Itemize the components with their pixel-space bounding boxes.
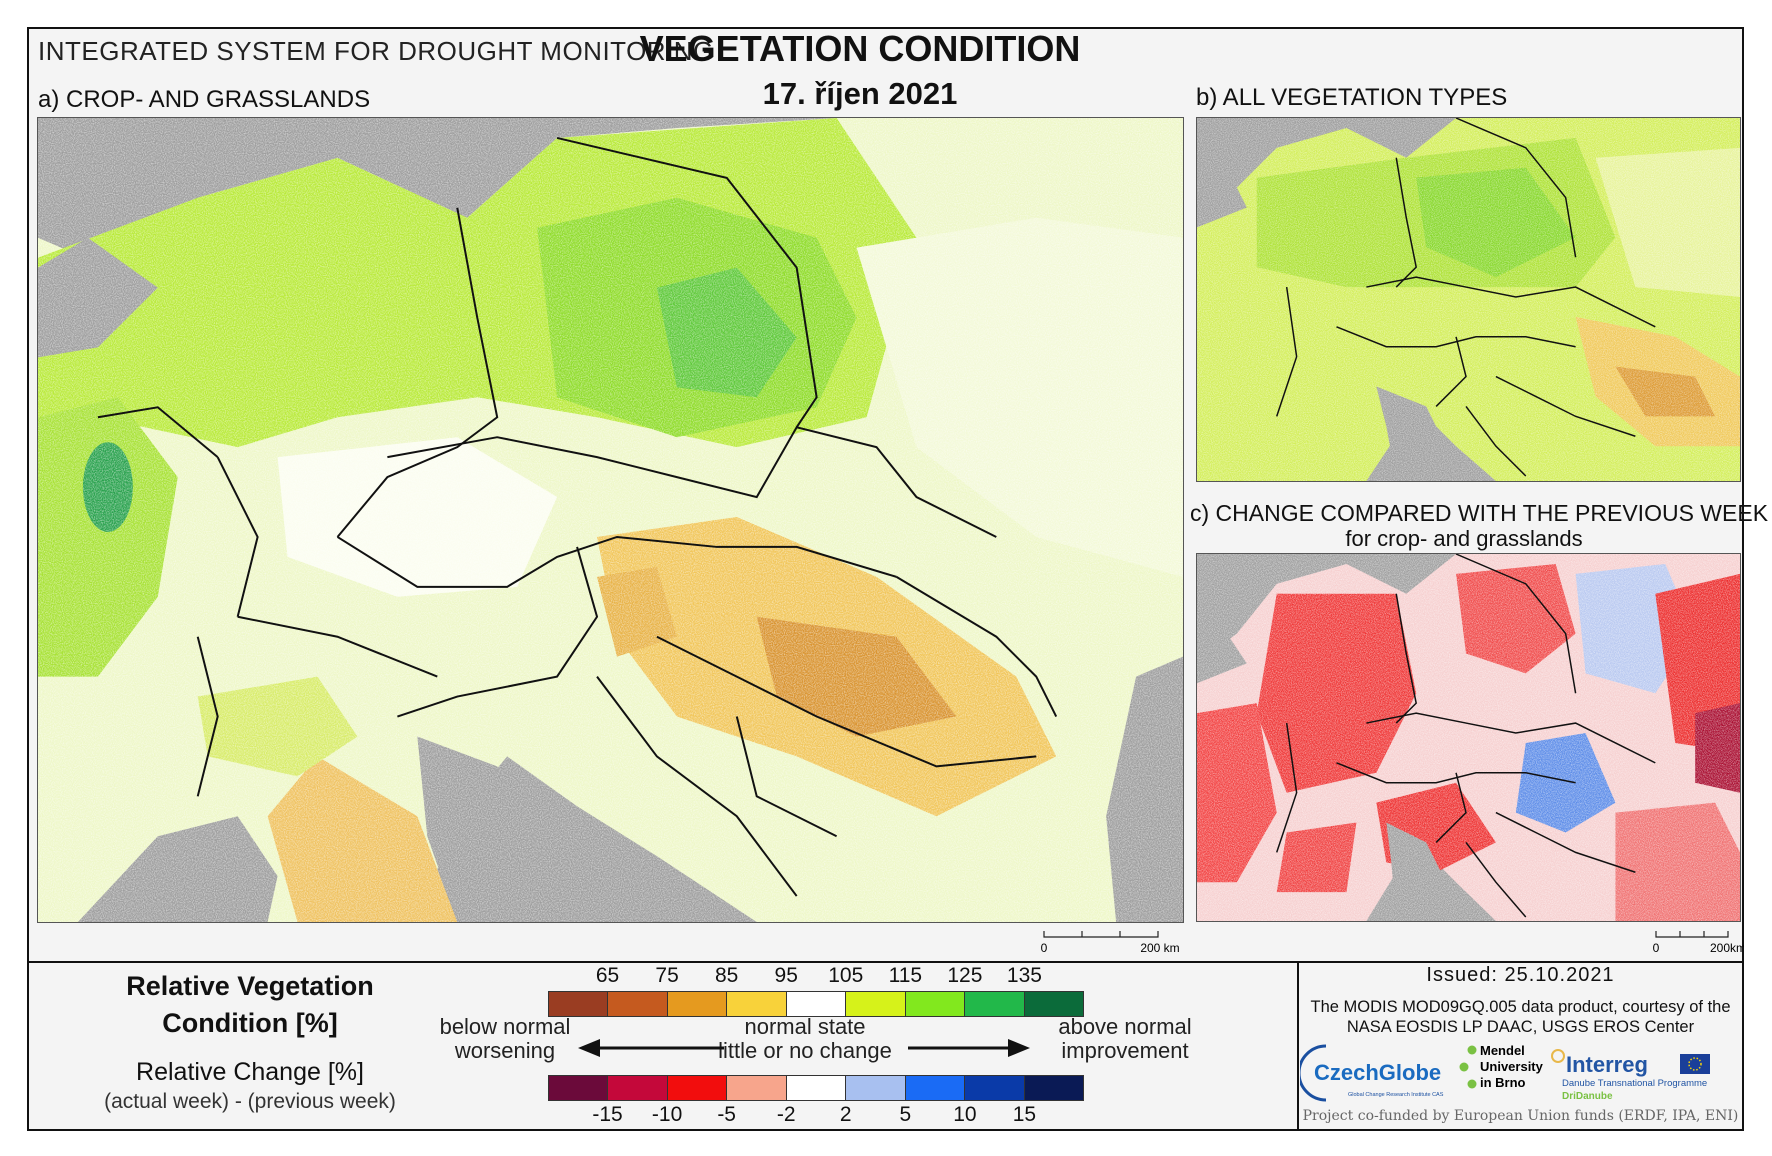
colorbar-swatch [1024,992,1083,1016]
colorbar-swatch [786,1076,847,1100]
colorbar-tick-label: 85 [714,964,739,987]
interreg-logo: Interreg Danube Transnational Programme … [1551,1049,1710,1102]
czechglobe-subtext: Global Change Research Institute CAS [1348,1092,1444,1098]
colorbar-swatch [727,1076,787,1100]
dridanube-text: DriDanube [1562,1091,1613,1102]
colorbar-tick-label: 135 [1006,964,1042,987]
panel-c-sublabel: for crop- and grasslands [1345,526,1583,551]
colorbar-swatch [667,992,728,1016]
left-arrow-icon [578,1039,724,1057]
colorbar-tick-label: 75 [655,964,679,987]
change-colorbar [548,1075,1084,1101]
system-title: INTEGRATED SYSTEM FOR DROUGHT MONITORING [38,36,714,66]
map-crop-grasslands [37,117,1184,923]
colorbar-swatch [846,1076,906,1100]
colorbar-swatch [905,992,966,1016]
mendel-logo: Mendel University in Brno [1459,1043,1544,1090]
mendel-line-3: in Brno [1480,1075,1526,1090]
legend-change-title: Relative Change [%] [136,1058,364,1086]
legend-title: Relative Vegetation Condition [%] [126,971,374,1038]
colorbar-swatch [608,992,668,1016]
map-weekly-change [1196,553,1741,922]
partner-logos: CzechGlobe Global Change Research Instit… [1297,1040,1742,1106]
right-arrow-icon [908,1039,1030,1057]
info-divider [1297,961,1299,1129]
interreg-text: Interreg [1566,1052,1648,1077]
mendel-line-2: University [1480,1059,1544,1074]
colorbar-tick-label: -2 [776,1103,796,1126]
colorbar-tick-label: 105 [828,964,864,987]
scale-b-end: 200km [1710,941,1744,955]
colorbar-tick-label: 2 [839,1103,852,1126]
czechglobe-text: CzechGlobe [1314,1060,1441,1085]
data-courtesy: The MODIS MOD09GQ.005 data product, cour… [1310,998,1731,1036]
colorbar-tick-label: 5 [899,1103,912,1126]
colorbar-swatch [1024,1076,1083,1100]
colorbar-tick-label: 65 [595,964,620,987]
legend-normal-state: normal state [744,1014,866,1039]
legend-worsening: worsening [454,1038,556,1063]
main-title: VEGETATION CONDITION [639,28,1081,69]
colorbar-tick-label: 10 [953,1103,977,1126]
legend-below-normal: below normal [439,1014,571,1039]
scale-a-zero: 0 [1041,941,1048,955]
interreg-subtext: Danube Transnational Programme [1562,1078,1707,1089]
legend-arrows [578,1039,1030,1057]
legend-change-subtitle: (actual week) - (previous week) [104,1090,396,1113]
issued-date: Issued: 25.10.2021 [1426,964,1615,986]
mendel-line-1: Mendel [1480,1043,1525,1058]
scale-b-zero: 0 [1653,941,1660,955]
funding-note: Project co-funded by European Union fund… [1302,1108,1739,1124]
legend-above-normal: above normal [1058,1014,1192,1039]
map-all-vegetation [1196,117,1741,482]
colorbar-swatch [727,992,787,1016]
condition-colorbar [548,991,1084,1017]
colorbar-swatch [549,1076,609,1100]
date-label: 17. říjen 2021 [762,76,958,111]
scale-bar-a: 0 200 km [1036,927,1186,955]
colorbar-tick-label: -10 [651,1103,683,1126]
legend-no-change: little or no change [718,1038,892,1063]
colorbar-tick-label: 115 [888,964,923,987]
legend-divider [29,961,1742,963]
panel-b-label: b) ALL VEGETATION TYPES [1196,84,1508,111]
colorbar-swatch [786,992,847,1016]
colorbar-swatch [667,1076,728,1100]
legend-improvement: improvement [1061,1038,1189,1063]
panel-a-label: a) CROP- AND GRASSLANDS [38,86,371,113]
colorbar-tick-label: -15 [592,1103,623,1126]
colorbar-tick-label: 95 [774,964,798,987]
scale-a-end: 200 km [1140,941,1179,955]
scale-bar-b: 0 200km [1648,927,1746,955]
colorbar-tick-label: 125 [947,964,983,987]
colorbar-swatch [608,1076,668,1100]
czechglobe-logo: CzechGlobe Global Change Research Instit… [1297,1044,1444,1102]
colorbar-swatch [905,1076,966,1100]
colorbar-swatch [965,992,1025,1016]
colorbar-swatch [965,1076,1025,1100]
colorbar-swatch [846,992,906,1016]
colorbar-swatch [549,992,609,1016]
colorbar-tick-label: 15 [1012,1103,1037,1126]
colorbar-tick-label: -5 [717,1103,736,1126]
panel-c-label: c) CHANGE COMPARED WITH THE PREVIOUS WEE… [1190,500,1769,526]
